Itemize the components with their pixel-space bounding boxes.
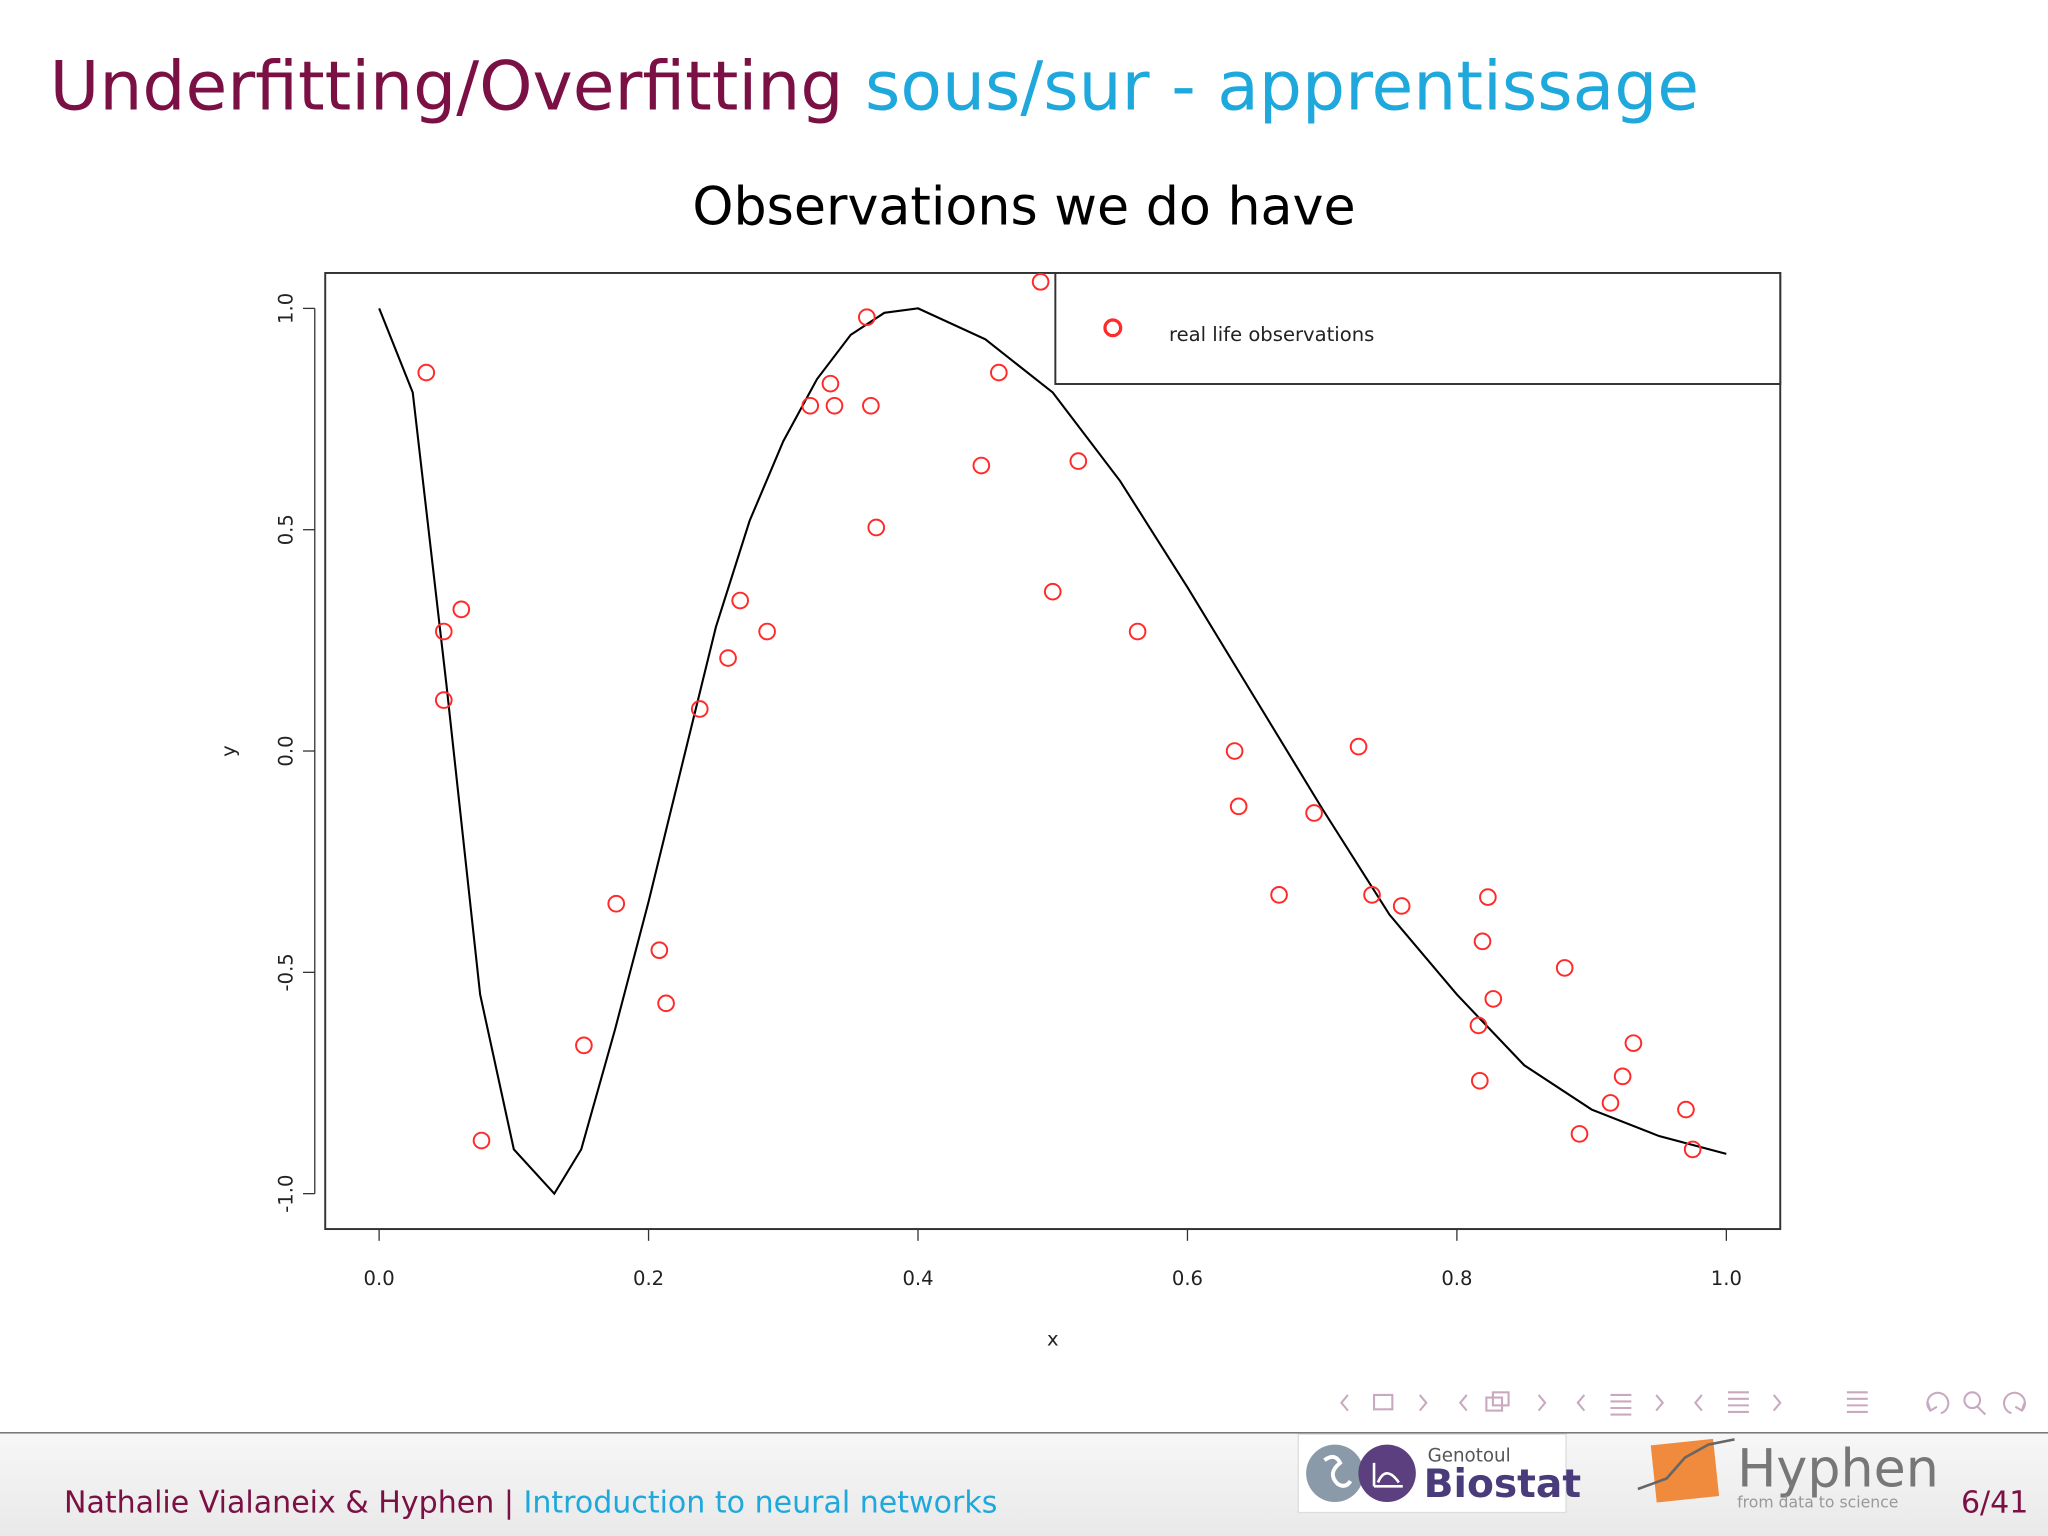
point: [1225, 742, 1244, 760]
title-main: Underfitting/Overfitting: [50, 48, 844, 127]
footer-talk: Introduction to neural networks: [523, 1485, 997, 1520]
y-axis-label: y: [217, 745, 240, 757]
legend-symbol: [1103, 318, 1123, 338]
logo-glyph: [1323, 1454, 1353, 1488]
point: [1473, 932, 1492, 951]
title-sub: sous/sur - apprentissage: [865, 48, 1699, 127]
point: [821, 374, 840, 393]
logo-hyphen: Hyphen from data to science: [1637, 1438, 1939, 1511]
legend: real life observations: [1054, 271, 1782, 385]
point: [1305, 804, 1323, 822]
point: [731, 591, 749, 610]
point: [434, 691, 453, 709]
point: [1570, 1125, 1589, 1143]
point: [1601, 1094, 1620, 1112]
point: [472, 1131, 491, 1150]
point: [1469, 1016, 1488, 1035]
point: [1624, 1034, 1643, 1052]
legend-label: real life observations: [1169, 323, 1374, 346]
point: [434, 622, 453, 641]
point: [862, 396, 880, 415]
footer-author: Nathalie Vialaneix & Hyphen: [64, 1485, 494, 1520]
point: [1363, 886, 1381, 904]
x-tick-label: 0.2: [633, 1267, 664, 1290]
point: [1613, 1067, 1632, 1086]
chart-title: Observations we do have: [692, 178, 1355, 238]
point: [1470, 1071, 1489, 1090]
point: [607, 894, 626, 913]
point: [801, 396, 820, 415]
x-axis-label: x: [1047, 1327, 1059, 1350]
logo-line: [1637, 1438, 1735, 1491]
point: [1069, 452, 1088, 470]
logo-main: Hyphen: [1737, 1439, 1939, 1499]
point: [1229, 797, 1248, 816]
y-tick-label: 0.0: [275, 735, 298, 766]
point: [657, 994, 675, 1013]
point: [1683, 1140, 1702, 1159]
logo-main: Biostat: [1424, 1462, 1581, 1507]
y-tick-label: 0.5: [275, 514, 298, 545]
y-tick-label: -0.5: [275, 953, 298, 991]
logo-square: [1650, 1438, 1720, 1503]
footer-separator: |: [504, 1485, 514, 1520]
point: [758, 622, 776, 641]
point: [575, 1036, 593, 1055]
point: [719, 649, 737, 667]
point: [1043, 582, 1062, 601]
slide-title: Underfitting/Overfitting sous/sur - appr…: [50, 48, 1699, 127]
point: [825, 396, 844, 415]
point: [972, 456, 991, 475]
logo-tagline: from data to science: [1737, 1492, 1898, 1511]
point: [1555, 959, 1574, 977]
point: [1677, 1100, 1695, 1119]
nav-icons: [1340, 1391, 2026, 1416]
point: [1392, 897, 1411, 915]
logo-biostat: Genotoul Biostat: [1297, 1433, 1581, 1514]
point: [452, 600, 471, 619]
point: [1349, 737, 1368, 756]
point: [1128, 622, 1147, 641]
x-tick-label: 0.0: [364, 1267, 395, 1290]
x-tick-label: 0.6: [1172, 1267, 1203, 1290]
logo-top: Genotoul: [1428, 1446, 1511, 1467]
point: [857, 308, 876, 327]
x-tick-label: 0.8: [1441, 1267, 1472, 1290]
legend-box: [1054, 271, 1782, 385]
point: [417, 363, 436, 382]
point: [1479, 888, 1497, 906]
x-tick-label: 1.0: [1711, 1267, 1742, 1290]
y-tick-label: 1.0: [275, 293, 298, 324]
point: [1484, 990, 1503, 1008]
point: [1031, 273, 1050, 291]
footer-text: Nathalie Vialaneix & Hyphen | Introducti…: [64, 1485, 997, 1520]
page-number: 6/41: [1961, 1485, 2028, 1520]
point: [990, 363, 1008, 382]
plot: 0.0 0.2 0.4 0.6 0.8 1.0 -1.0 -0.5 0.0 0.5 1.0 x y rea…: [217, 271, 1782, 1350]
point: [650, 941, 669, 960]
logo-glyph: [1372, 1462, 1403, 1488]
fitted-curve: [378, 307, 1727, 1196]
point: [867, 518, 886, 537]
point: [1270, 886, 1288, 904]
x-tick-label: 0.4: [902, 1267, 933, 1290]
y-tick-label: -1.0: [275, 1175, 298, 1213]
plot-frame: [324, 272, 1782, 1231]
point: [690, 700, 709, 718]
